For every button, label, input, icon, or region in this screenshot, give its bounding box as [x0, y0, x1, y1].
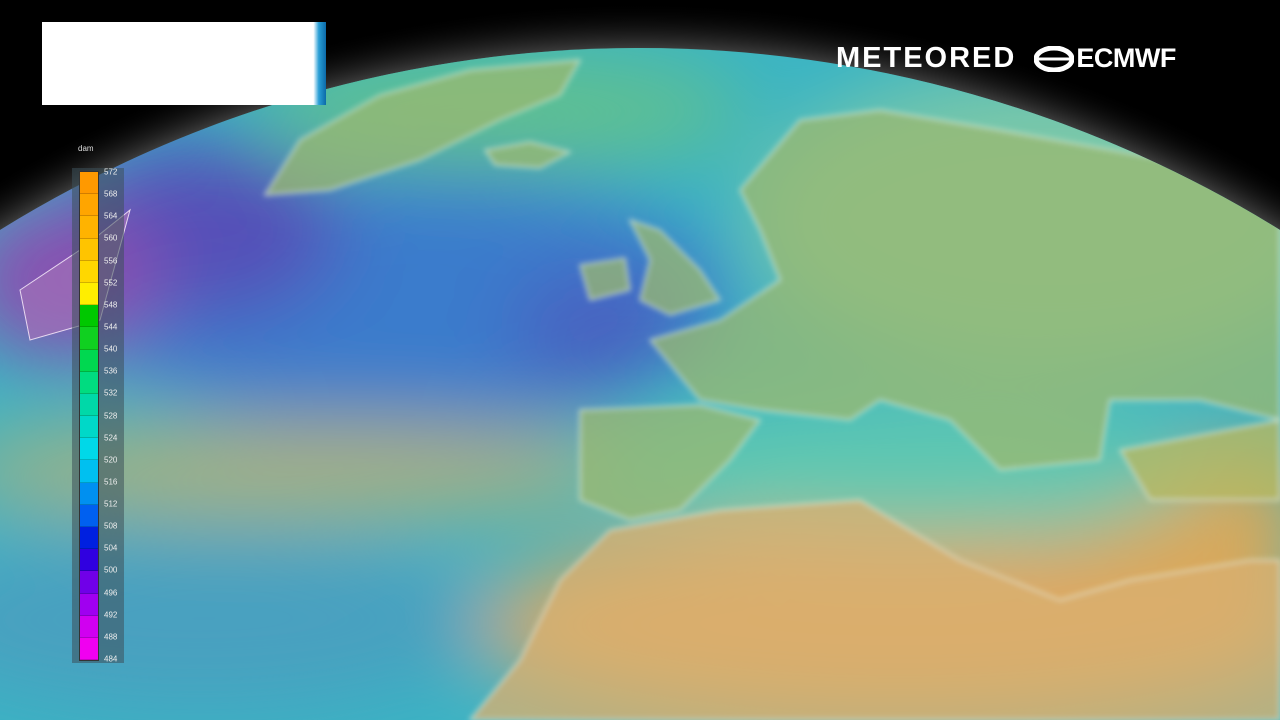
legend-tick-label: 556 [104, 256, 118, 266]
legend-tick-label: 528 [104, 411, 118, 420]
legend-color-segment [80, 416, 98, 439]
legend-color-segment [80, 460, 98, 483]
legend-tick-label: 548 [104, 300, 118, 310]
legend-tick-label: 508 [104, 521, 118, 531]
turkey [1119, 419, 1280, 501]
legend-tick-label: 516 [104, 477, 118, 487]
legend-color-segment [80, 172, 98, 195]
legend-color-segment [80, 571, 98, 594]
title-box [42, 22, 308, 105]
legend-color-segment [80, 637, 98, 661]
legend-color-segment [80, 593, 98, 616]
legend-color-segment [80, 305, 98, 328]
legend-tick-label: 504 [104, 543, 118, 553]
iceland [483, 141, 572, 169]
legend-tick-label: 524 [104, 433, 118, 443]
legend-panel: 572 568 564 560 556 552 548 544 540 536 532 528 524 5… [72, 167, 124, 664]
legend-tick-label: 540 [104, 344, 118, 354]
legend-color-segment [80, 282, 98, 306]
legend-color-segment [80, 549, 98, 572]
europe [648, 109, 1280, 471]
legend-color-segment [80, 238, 98, 261]
legend-tick-label: 552 [104, 278, 118, 288]
ecmwf-logo-text: ECMWF [1076, 43, 1176, 73]
legend-color-segment [80, 504, 98, 527]
legend-tick-label: 520 [104, 455, 118, 465]
legend-color-segment [80, 327, 98, 350]
legend-color-segment [80, 371, 98, 394]
meteored-logo: METEORED [836, 42, 1017, 74]
legend-tick-label: 544 [104, 322, 118, 332]
legend-color-segment [80, 260, 98, 283]
legend-color-segment [80, 615, 98, 638]
legend-color-segment [80, 482, 98, 505]
legend-unit: dam [78, 144, 94, 153]
legend-color-segment [80, 216, 98, 239]
britain [628, 218, 721, 316]
legend-color-segment [80, 527, 98, 550]
iberia [579, 404, 762, 521]
legend-color-segment [80, 349, 98, 372]
legend-tick-label: 536 [104, 366, 118, 376]
legend-tick-label: 564 [104, 211, 118, 221]
legend-tick-label: 512 [104, 499, 118, 509]
legend-tick-label: 560 [104, 233, 118, 243]
logos: METEORED ECMWF [836, 42, 1176, 75]
legend-tick-label: 488 [104, 632, 118, 642]
legend-tick-label: 492 [104, 610, 118, 620]
legend-tick-label: 572 [104, 167, 118, 177]
ecmwf-emblem-icon [1034, 45, 1075, 72]
greenland [263, 59, 582, 196]
legend-tick-label: 568 [104, 189, 118, 199]
legend-tick-label: 500 [104, 565, 118, 575]
ecmwf-logo: ECMWF [1034, 43, 1176, 74]
africa [468, 499, 1280, 720]
legend-color-bar [79, 171, 99, 661]
legend-color-segment [80, 393, 98, 417]
legend-color-segment [80, 438, 98, 461]
ireland [579, 257, 631, 301]
color-legend: dam 572 568 564 560 556 552 548 544 540 536 532 528… [72, 142, 128, 664]
legend-tick-label: 484 [104, 654, 118, 664]
legend-tick-label: 496 [104, 588, 118, 598]
legend-tick-label: 532 [104, 388, 118, 398]
legend-color-segment [80, 194, 98, 217]
title-box-accent [308, 22, 326, 105]
